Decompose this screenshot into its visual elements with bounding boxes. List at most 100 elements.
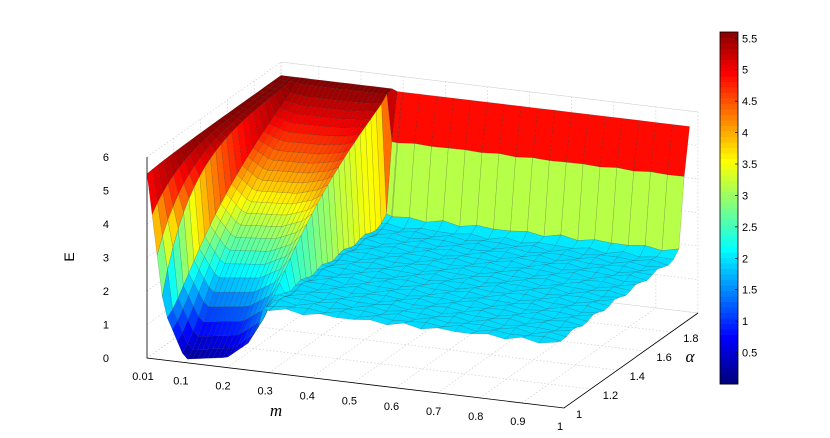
colorbar-tick-label: 1.5 [742, 285, 757, 297]
colorbar-swatch [720, 164, 738, 170]
colorbar-swatch [720, 125, 738, 132]
y-tick-label: 1.4 [630, 371, 645, 383]
z-axis-label: E [61, 252, 77, 261]
colorbar-swatch [720, 180, 738, 187]
colorbar-swatch [720, 307, 738, 313]
colorbar-swatch [720, 274, 738, 280]
colorbar-swatch [720, 257, 738, 264]
colorbar-swatch [720, 76, 738, 82]
colorbar-swatch [720, 142, 738, 148]
colorbar-swatch [720, 32, 738, 38]
colorbar-swatch [720, 318, 738, 324]
colorbar-swatch [720, 241, 738, 247]
colorbar-swatch [720, 147, 738, 154]
colorbar-swatch [720, 378, 738, 385]
colorbar-swatch [720, 43, 738, 49]
colorbar-tick-label: 0.5 [742, 348, 757, 360]
colorbar-swatch [720, 158, 738, 165]
colorbar-swatch [720, 87, 738, 93]
axes: 0.01 0.1 0.2 0.3 0.4 0.5 0.6 0.7 0.8 0.9 1 1 1.2 1.4 1… [61, 152, 698, 433]
colorbar-tick-label: 3 [742, 190, 748, 202]
x-tick-label: 0.2 [215, 381, 230, 393]
colorbar-swatch [720, 373, 738, 379]
colorbar-swatch [720, 131, 738, 137]
colorbar-swatch [720, 219, 738, 225]
x-tick-label: 0.4 [300, 391, 315, 403]
colorbar-swatch [720, 235, 738, 242]
colorbar-swatch [720, 98, 738, 104]
colorbar-swatch [720, 109, 738, 115]
x-axis-label: m [270, 401, 282, 420]
colorbar-swatch [720, 312, 738, 319]
colorbar-swatch [720, 37, 738, 44]
x-tick-label: 0.01 [132, 371, 153, 383]
colorbar-swatch [720, 345, 738, 352]
colorbar-swatch [720, 169, 738, 176]
colorbar-swatch [720, 54, 738, 60]
colorbar-swatch [720, 334, 738, 341]
y-tick-label: 1 [576, 409, 582, 421]
colorbar-tick-label: 4.5 [742, 96, 757, 108]
colorbar-swatch [720, 356, 738, 363]
z-tick-label: 3 [103, 253, 109, 265]
x-tick-label: 1 [557, 421, 563, 433]
colorbar-swatch [720, 65, 738, 71]
colorbar-swatch [720, 340, 738, 346]
x-tick-label: 0.6 [384, 401, 399, 413]
colorbar-swatch [720, 367, 738, 374]
colorbar-swatch [720, 48, 738, 55]
grid-line-x [563, 112, 699, 409]
colorbar-swatch [720, 301, 738, 308]
colorbar-swatch [720, 224, 738, 231]
colorbar-swatch [720, 246, 738, 253]
colorbar-tick-label: 2 [742, 253, 748, 265]
colorbar-swatch [720, 92, 738, 99]
colorbar-swatch [720, 114, 738, 121]
x-tick-label: 0.1 [173, 376, 188, 388]
colorbar-tick-label: 5 [742, 65, 748, 77]
colorbar-tick-label: 5.5 [742, 33, 757, 45]
z-tick-label: 5 [103, 186, 109, 198]
colorbar-swatch [720, 351, 738, 357]
y-axis-label: α [686, 347, 696, 366]
colorbar-swatch [720, 252, 738, 258]
colorbar-swatch [720, 285, 738, 291]
surface-facet [538, 336, 561, 344]
surface-mesh [146, 75, 690, 360]
x-tick-label: 0.8 [468, 411, 483, 423]
z-tick-label: 1 [103, 320, 109, 332]
x-tick-label: 0.5 [342, 396, 357, 408]
colorbar-swatch [720, 323, 738, 330]
z-tick-label: 4 [103, 219, 109, 231]
y-tick-label: 1.6 [656, 352, 671, 364]
colorbar-swatch [720, 296, 738, 302]
colorbar-swatch [720, 263, 738, 269]
x-tick-label: 0.9 [510, 416, 525, 428]
colorbar-swatch [720, 175, 738, 181]
colorbar-swatch [720, 290, 738, 297]
colorbar-swatch [720, 329, 738, 335]
colorbar-swatch [720, 202, 738, 209]
z-tick-label: 6 [103, 152, 109, 164]
colorbar-swatch [720, 191, 738, 198]
colorbar-swatch [720, 81, 738, 88]
axis-box-edges [146, 157, 699, 409]
colorbar-swatch [720, 70, 738, 77]
colorbar-swatch [720, 197, 738, 203]
colorbar-swatch [720, 362, 738, 368]
colorbar-swatch [720, 279, 738, 286]
z-tick-label: 2 [103, 286, 109, 298]
colorbar-swatch [720, 230, 738, 236]
y-tick-label: 1.8 [683, 333, 698, 345]
colorbar-swatch [720, 120, 738, 126]
colorbar-tick-label: 1 [742, 316, 748, 328]
colorbar-tick-label: 3.5 [742, 159, 757, 171]
colorbar-swatch [720, 186, 738, 192]
colorbar-swatch [720, 103, 738, 110]
x-tick-label: 0.3 [258, 386, 273, 398]
colorbar-tick-label: 2.5 [742, 222, 757, 234]
colorbar-swatch [720, 153, 738, 159]
colorbar-frame [719, 31, 739, 385]
colorbar-swatch [720, 268, 738, 275]
